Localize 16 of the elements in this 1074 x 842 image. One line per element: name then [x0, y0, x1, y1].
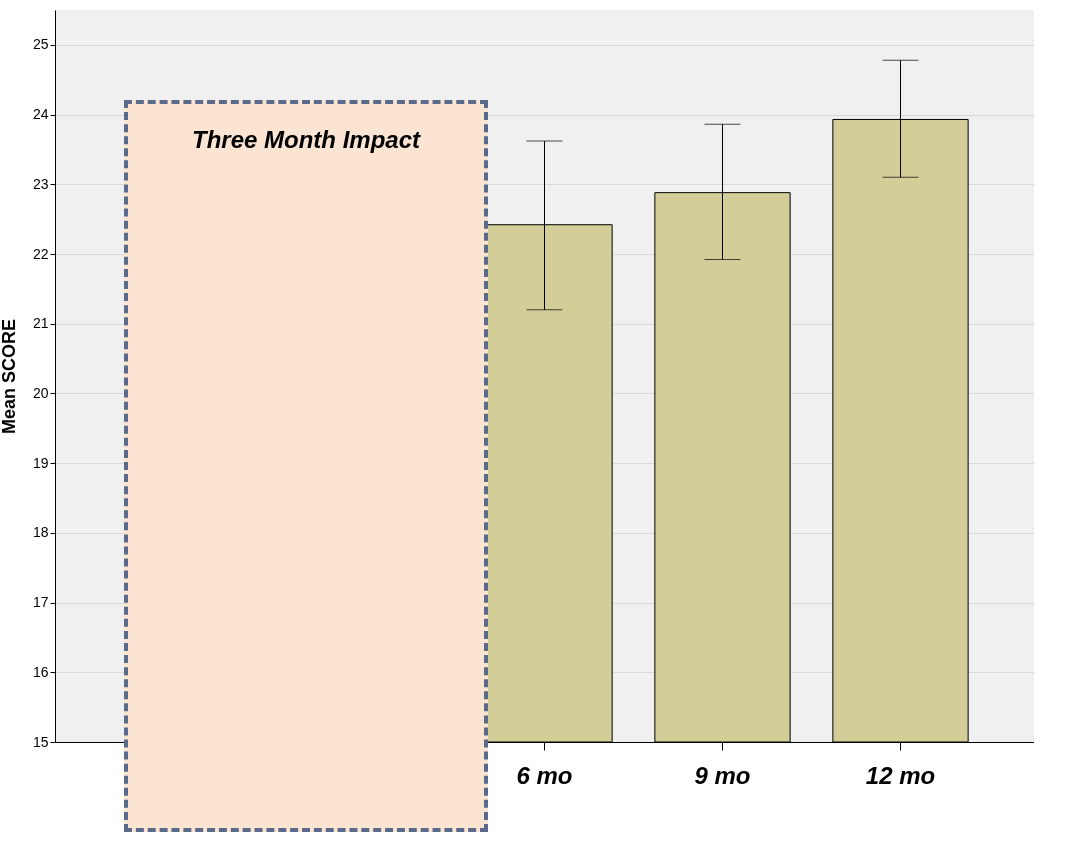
y-tick-label: 16: [32, 663, 49, 680]
x-tick-label: 6 mo: [516, 761, 573, 789]
x-tick-label: 12 mo: [865, 761, 936, 789]
y-tick-label: 18: [32, 524, 49, 541]
y-tick-label: 24: [32, 106, 49, 123]
y-tick-label: 22: [32, 245, 49, 262]
text-box: Three Month Impact: [124, 100, 488, 832]
y-tick-label: 19: [32, 454, 49, 471]
y-tick-label: 17: [32, 594, 49, 611]
y-tick-label: 15: [32, 733, 49, 750]
y-tick-label: 25: [32, 36, 49, 53]
y-tick-label: 20: [32, 384, 49, 401]
y-axis-title: Mean SCORE: [0, 318, 19, 435]
y-tick-label: 23: [32, 175, 49, 192]
y-tick-label: 21: [32, 315, 49, 332]
x-tick-label: 9 mo: [694, 761, 751, 789]
